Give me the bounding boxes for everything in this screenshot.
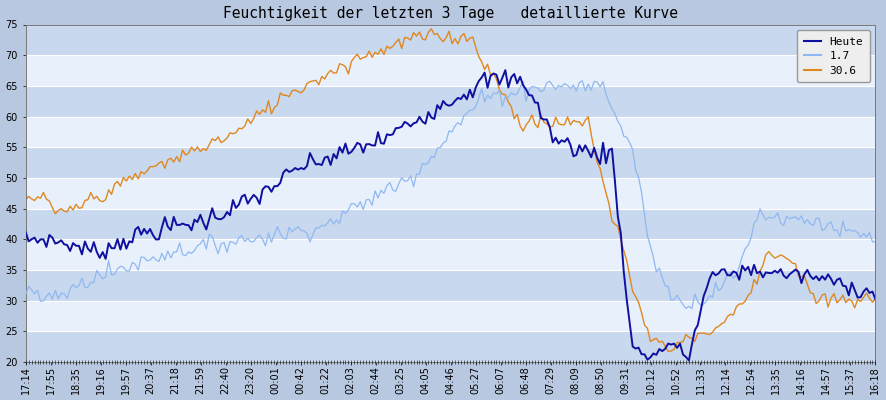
Bar: [26, 116, 875, 147]
Bar: [26, 209, 875, 239]
Bar: [26, 55, 875, 86]
Bar: [26, 178, 875, 209]
Bar: [26, 270, 875, 301]
Bar: [26, 301, 875, 332]
Legend: Heute, 1.7, 30.6: Heute, 1.7, 30.6: [797, 30, 870, 82]
Bar: [26, 24, 875, 55]
Bar: [26, 86, 875, 116]
Bar: [26, 147, 875, 178]
Bar: [26, 332, 875, 362]
Bar: [26, 239, 875, 270]
Title: Feuchtigkeit der letzten 3 Tage   detaillierte Kurve: Feuchtigkeit der letzten 3 Tage detailli…: [223, 6, 678, 20]
